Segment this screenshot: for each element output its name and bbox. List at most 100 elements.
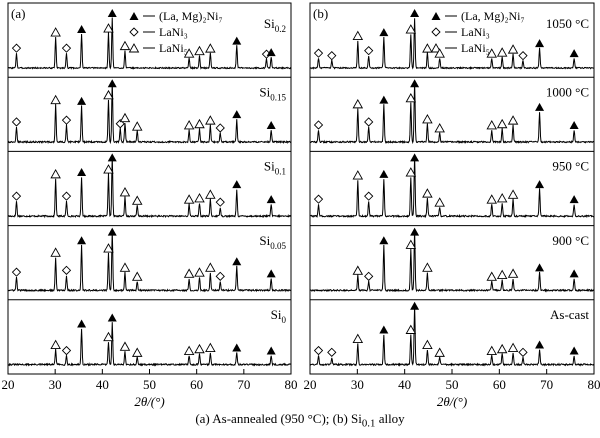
panel-b-series-0-peak-marker (410, 8, 420, 17)
panel-a-series-4-peak-marker (183, 345, 195, 356)
panel-b-series-3-peak-marker (535, 263, 545, 272)
panel-a-series-2-peak-marker (205, 189, 216, 199)
panel-a-series-4-peak-marker (103, 331, 114, 342)
panel-a-series-2-peak-marker (119, 187, 131, 197)
panel-a-series-3-peak-marker (131, 271, 143, 281)
panel-a-x-axis-label: 2θ/(°) (134, 394, 164, 409)
panel-a-series-2-peak-marker (61, 191, 72, 201)
panel-a-series-2-peak-marker (77, 168, 87, 177)
panel-b-series-1-label-base: 1000 °C (546, 84, 589, 99)
panel-b-series-1-peak-marker (313, 120, 324, 130)
panel-a-series-0-peak-marker (11, 43, 22, 53)
panel-a-series-1-peak-marker (107, 79, 117, 88)
panel-b-series-4-trace (309, 304, 595, 367)
panel-a-series-3-peak-marker (50, 247, 61, 257)
panel-a-series-3-label-base: Si (259, 233, 270, 248)
panel-b-series-1-peak-marker (410, 79, 420, 88)
panel-b-series-1-peak-marker (507, 115, 519, 125)
panel-a-series-4-label-sub: 0 (282, 315, 287, 325)
panel-b-series-4-peak-marker (327, 347, 337, 358)
panel-a-series-4-peak-marker (194, 343, 205, 354)
panel-b-series-0-peak-marker (518, 51, 528, 61)
panel-b-series-1-peak-marker (496, 118, 508, 129)
panel-a-series-4-peak-marker (119, 341, 131, 351)
panel-a-series-3-peak-marker (119, 262, 131, 272)
panel-b-x-tick-label: 60 (493, 377, 506, 392)
panel-b-series-1-peak-marker (569, 120, 579, 129)
panel-b-series-3-peak-marker (364, 271, 374, 281)
panel-a-series-2-peak-marker (194, 193, 205, 203)
panel-b-series-3-peak-marker (405, 239, 417, 249)
panel-a-series-0-peak-marker (103, 23, 114, 33)
panel-a-series-3-label-sub: 0.05 (270, 241, 286, 251)
panel-a-x-tick-label: 60 (190, 377, 203, 392)
panel-b-series-1-peak-marker (405, 92, 417, 103)
panel-b-series-0-peak-marker (422, 43, 433, 53)
panel-a-series-2-peak-marker (50, 168, 61, 179)
panel-b-series-0-peak-marker (379, 28, 389, 37)
panel-b-series-2-label-base: 950 °C (552, 159, 589, 174)
panel-a-legend-label: LaNi₃ (159, 25, 188, 39)
panel-a-series-2-peak-marker (266, 195, 276, 204)
panel-a-series-0-peak-marker (232, 36, 242, 45)
panel-b-series-2-peak-marker (405, 167, 417, 177)
panel-a-series-1-label-base: Si (259, 84, 270, 99)
panel-b-x-tick-label: 50 (446, 377, 459, 392)
panel-a-series-1-peak-marker (11, 117, 22, 127)
panel-a-series-3-peak-marker (107, 227, 117, 236)
panel-a-series-1-peak-marker (183, 120, 195, 130)
panel-b-x-tick-label: 30 (351, 377, 364, 392)
panel-a-frame (7, 2, 292, 375)
panel-b-series-2-peak-marker (352, 170, 364, 180)
panel-a-series-0-label-sub: 0.2 (275, 24, 286, 34)
panel-b-series-1-peak-marker (486, 120, 498, 130)
panel-a-series-0-peak-marker (183, 48, 195, 58)
panel-b-series-0-peak-marker (352, 30, 364, 41)
panel-a-series-1-trace (7, 81, 292, 145)
xrd-figure: 20 30 40 50 60 70 80 2θ/(°) (a) (La, Mg)₂Ni₇ LaNi₃… (2, 2, 600, 409)
panel-a-series-3-peak-marker (103, 243, 114, 253)
panel-a-series-0-peak-marker (50, 27, 61, 37)
panel-b-x-axis-label: 2θ/(°) (437, 394, 467, 409)
panel-a-x-tick-label: 40 (96, 377, 109, 392)
panel-a-series-3-peak-marker (232, 257, 242, 266)
panel-b-series-1-peak-marker (422, 114, 433, 124)
panel-a-series-2-peak-marker (107, 153, 117, 162)
panel-a-series-4-label-base: Si (271, 307, 282, 322)
panel-b-series-3-label-base: 900 °C (552, 233, 589, 248)
panel-a-series-1-peak-marker (215, 123, 225, 133)
panel-b-series-0-peak-marker (507, 44, 519, 54)
panel-a-series-1-peak-marker (205, 115, 216, 125)
panel-b-series-0-label-base: 1050 °C (546, 16, 589, 31)
caption-part1: (a) As-annealed (950 °C); (b) Si (195, 411, 362, 426)
panel-a-series-2-peak-marker (11, 191, 22, 201)
panel-b-series-2-peak-marker (364, 191, 374, 201)
panel-b-series-4-peak-marker (352, 333, 364, 343)
panel-a-series-4-peak-marker (61, 345, 72, 356)
panel-b-x-tick-label: 70 (540, 377, 553, 392)
panel-a-series-1-peak-marker (103, 89, 114, 100)
panel-a-series-1-peak-marker (266, 120, 276, 129)
panel-a-series-4-peak-marker (131, 347, 143, 357)
panel-b-series-0-peak-marker (569, 49, 579, 58)
panel-a-series-1-label: Si0.15 (259, 84, 286, 102)
panel-b-series-0-peak-marker (313, 48, 324, 58)
figure-caption: (a) As-annealed (950 °C); (b) Si0.1 allo… (0, 411, 600, 430)
panel-a-series-0-peak-marker (194, 45, 205, 56)
panel-a-series-2-label-base: Si (264, 159, 275, 174)
panel-b-series-4-peak-marker (507, 342, 519, 353)
panel-b-series-2-peak-marker (569, 195, 579, 204)
panel-b-series-3-peak-marker (352, 265, 364, 275)
panel-b-series-2-peak-marker (507, 189, 519, 199)
panel-a-series-3-label: Si0.05 (259, 233, 286, 251)
panel-b-series-2-peak-marker (486, 194, 498, 204)
panel-b-series-3-peak-marker (507, 268, 519, 278)
panel-a-x-tick-label: 30 (49, 377, 62, 392)
panel-b-series-3-peak-marker (422, 262, 433, 272)
panel-a-series-1-peak-marker (232, 110, 242, 119)
panel-b-series-4-peak-marker (535, 340, 545, 349)
panel-a-series-3-peak-marker (266, 269, 276, 278)
panel-b-series-0-peak-marker (496, 47, 508, 57)
panel-b-series-3-peak-marker (496, 269, 508, 280)
panel-a-series-3-peak-marker (205, 262, 216, 272)
